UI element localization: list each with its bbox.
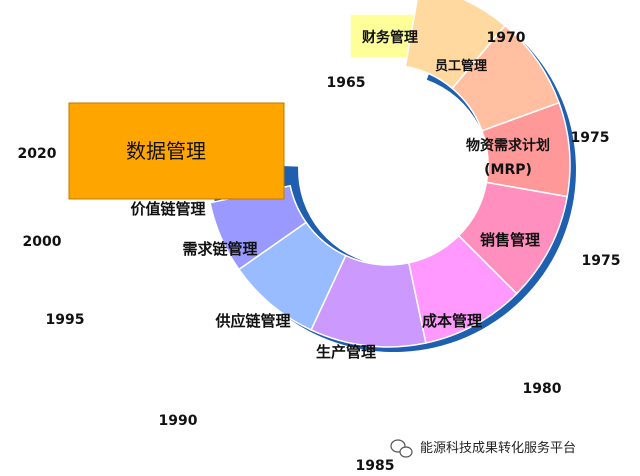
label-hr: 员工管理 — [435, 58, 487, 74]
year-2020: 2020 — [18, 146, 57, 162]
year-1975-mrp: 1975 — [571, 130, 610, 146]
label-supply: 供应链管理 — [214, 312, 290, 330]
label-finance: 财务管理 — [361, 29, 418, 46]
label-demand: 需求链管理 — [182, 240, 257, 258]
segment-value — [209, 184, 308, 271]
year-1990: 1990 — [159, 413, 198, 429]
watermark-text: 能源科技成果转化服务平台 — [420, 440, 576, 456]
label-sales: 销售管理 — [480, 231, 540, 249]
year-1985: 1985 — [356, 458, 395, 474]
year-2000: 2000 — [23, 234, 62, 250]
year-1995: 1995 — [46, 312, 85, 328]
label-value: 价值链管理 — [130, 200, 205, 218]
label-mrp: 物资需求计划 — [466, 137, 550, 154]
year-1970: 1970 — [487, 30, 526, 46]
label-data: 数据管理 — [126, 139, 206, 163]
year-1965: 1965 — [327, 75, 366, 91]
watermark: 能源科技成果转化服务平台 — [390, 439, 576, 458]
segment-data — [68, 102, 285, 200]
wechat-icon — [390, 439, 413, 458]
year-1980: 1980 — [523, 381, 562, 397]
label-production: 生产管理 — [316, 343, 376, 361]
label-mrp-abbr: (MRP) — [484, 162, 532, 178]
label-cost: 成本管理 — [422, 312, 482, 330]
year-1975-sales: 1975 — [582, 253, 621, 269]
